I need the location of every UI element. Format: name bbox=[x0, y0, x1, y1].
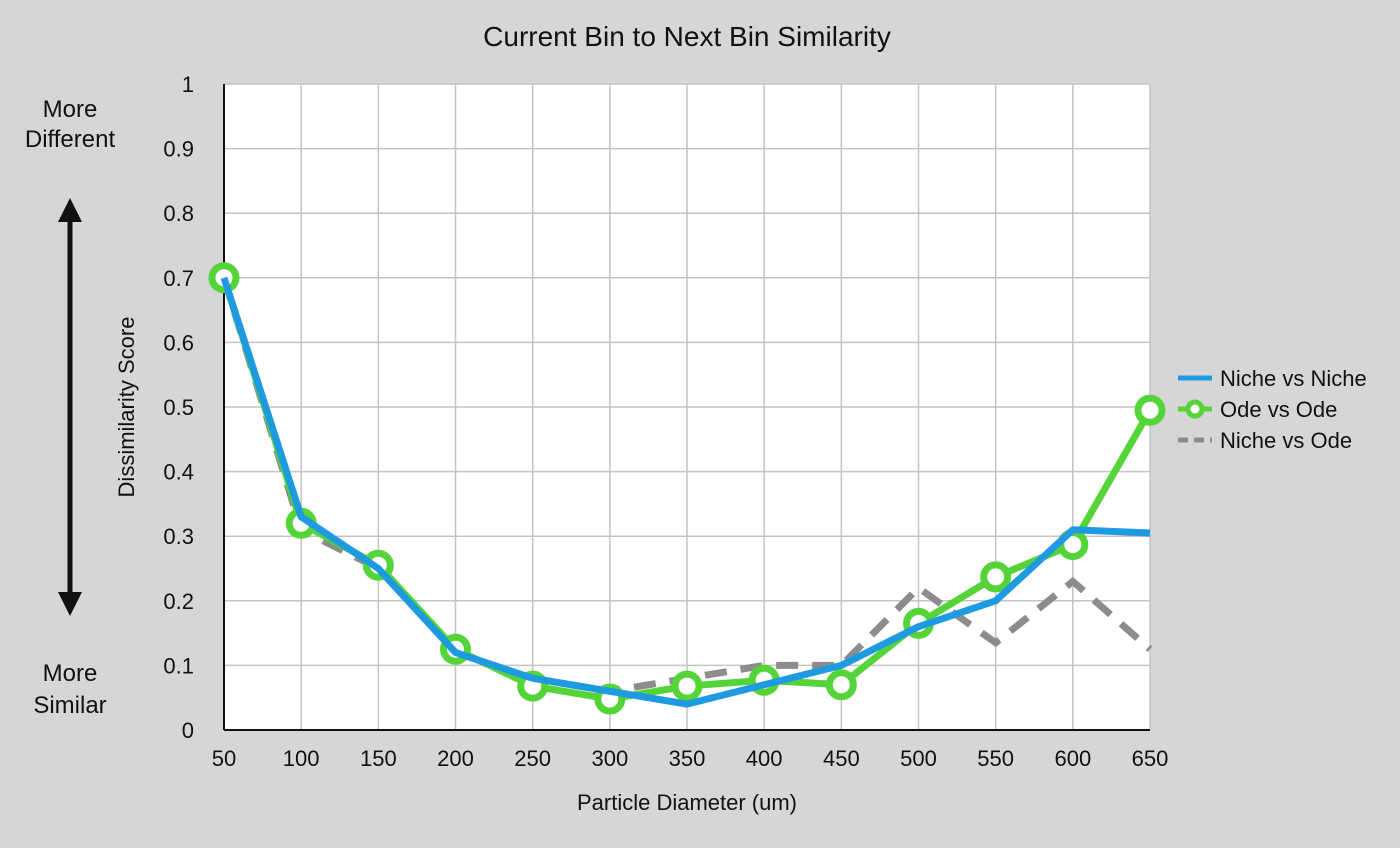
y-tick-label: 0.1 bbox=[163, 653, 194, 678]
y-tick-label: 0.9 bbox=[163, 137, 194, 162]
legend-label: Niche vs Ode bbox=[1220, 428, 1352, 453]
x-tick-label: 650 bbox=[1132, 746, 1169, 771]
x-tick-label: 550 bbox=[977, 746, 1014, 771]
y-tick-label: 0.2 bbox=[163, 589, 194, 614]
data-point bbox=[980, 561, 1012, 593]
more-different-label-line1: More bbox=[43, 96, 98, 123]
y-tick-label: 0.8 bbox=[163, 201, 194, 226]
legend-item: Niche vs Ode bbox=[1178, 428, 1352, 453]
x-axis-ticks: 50 100 150 200 250 300 350 400 450 500 550 600 650 bbox=[212, 746, 1169, 771]
x-tick-label: 500 bbox=[900, 746, 937, 771]
y-tick-label: 0.4 bbox=[163, 460, 194, 485]
data-point bbox=[825, 669, 857, 701]
double-arrow-icon bbox=[58, 198, 82, 616]
x-tick-label: 150 bbox=[360, 746, 397, 771]
x-tick-label: 250 bbox=[514, 746, 551, 771]
legend-label: Niche vs Niche bbox=[1220, 366, 1367, 391]
chart-title: Current Bin to Next Bin Similarity bbox=[483, 21, 891, 52]
legend-label: Ode vs Ode bbox=[1220, 397, 1337, 422]
y-tick-label: 0.6 bbox=[163, 330, 194, 355]
y-tick-label: 1 bbox=[182, 72, 194, 97]
y-tick-label: 0 bbox=[182, 718, 194, 743]
series-niche-vs-niche bbox=[220, 276, 1151, 708]
legend: Niche vs Niche Ode vs Ode Niche vs Ode bbox=[1178, 366, 1367, 453]
y-axis-label: Dissimilarity Score bbox=[114, 317, 139, 498]
series-layer bbox=[208, 262, 1166, 715]
x-tick-label: 450 bbox=[823, 746, 860, 771]
legend-item: Ode vs Ode bbox=[1178, 397, 1337, 422]
x-tick-label: 300 bbox=[591, 746, 628, 771]
x-tick-label: 350 bbox=[669, 746, 706, 771]
x-tick-label: 50 bbox=[212, 746, 236, 771]
y-tick-label: 0.7 bbox=[163, 266, 194, 291]
y-axis-ticks: 0 0.1 0.2 0.3 0.4 0.5 0.6 0.7 0.8 0.9 1 bbox=[163, 72, 194, 743]
x-tick-label: 400 bbox=[746, 746, 783, 771]
x-tick-label: 600 bbox=[1054, 746, 1091, 771]
series-line bbox=[220, 276, 1151, 708]
x-axis-label: Particle Diameter (um) bbox=[577, 790, 797, 815]
more-similar-label-line2: Similar bbox=[33, 692, 106, 719]
y-tick-label: 0.3 bbox=[163, 524, 194, 549]
more-different-label-line2: Different bbox=[25, 126, 116, 153]
y-tick-label: 0.5 bbox=[163, 395, 194, 420]
data-point bbox=[1134, 394, 1166, 426]
x-tick-label: 200 bbox=[437, 746, 474, 771]
legend-item: Niche vs Niche bbox=[1178, 366, 1367, 391]
legend-marker bbox=[1185, 399, 1205, 419]
data-point bbox=[671, 670, 703, 702]
x-tick-label: 100 bbox=[283, 746, 320, 771]
more-similar-label-line1: More bbox=[43, 660, 98, 687]
